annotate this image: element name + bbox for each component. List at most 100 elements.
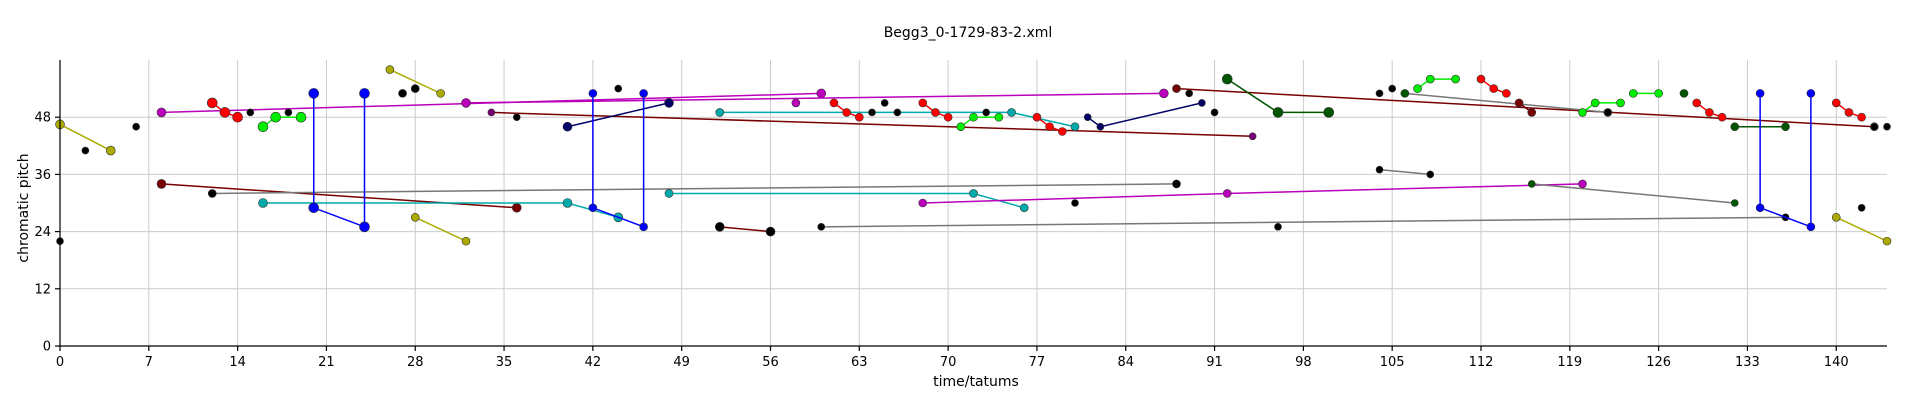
data-point: [1451, 74, 1460, 84]
series-45: [1476, 74, 1511, 98]
series-9: [257, 111, 307, 133]
series-line: [592, 93, 645, 228]
x-tick-label: 70: [940, 355, 957, 370]
series-40: [1274, 223, 1282, 231]
data-point: [156, 179, 167, 189]
y-tick-label: 24: [34, 225, 51, 240]
series-layer: [55, 65, 1892, 246]
data-point: [1172, 179, 1181, 189]
series-line: [567, 102, 670, 128]
y-tick-label: 12: [34, 282, 51, 297]
x-tick-label: 133: [1735, 355, 1760, 370]
data-point: [1045, 122, 1054, 132]
data-point: [232, 111, 243, 123]
data-point: [219, 107, 231, 118]
series-line: [922, 183, 1583, 204]
data-point: [714, 222, 725, 232]
y-tick-label: 0: [43, 340, 51, 355]
data-point: [588, 89, 598, 98]
data-point: [1502, 89, 1511, 98]
data-point: [308, 88, 320, 99]
x-tick-label: 35: [496, 355, 513, 370]
x-tick-label: 63: [851, 355, 868, 370]
series-line: [960, 116, 999, 128]
data-point: [664, 189, 674, 198]
x-tick-label: 21: [318, 355, 335, 370]
series-48: [1578, 98, 1625, 117]
series-57: [1831, 98, 1866, 122]
series-line: [1417, 78, 1456, 90]
x-tick-label: 91: [1206, 355, 1223, 370]
series-32: [918, 179, 1587, 208]
data-point: [855, 112, 864, 122]
series-line: [465, 92, 1164, 104]
series-14: [398, 84, 420, 98]
data-point: [817, 223, 826, 231]
data-point: [1692, 98, 1701, 108]
series-line: [1087, 102, 1203, 128]
series-21: [614, 84, 623, 93]
series-52: [1692, 98, 1727, 122]
data-point: [1806, 89, 1816, 98]
data-point: [1221, 73, 1233, 85]
data-point: [1514, 98, 1524, 108]
data-point: [1323, 107, 1335, 118]
data-point: [956, 122, 966, 132]
data-point: [410, 213, 420, 222]
data-point: [1857, 203, 1866, 212]
data-point: [206, 97, 218, 109]
data-point: [359, 221, 370, 233]
series-line: [389, 68, 441, 95]
data-point: [436, 89, 445, 98]
data-point: [207, 189, 217, 198]
y-axis-title: chromatic pitch: [16, 153, 32, 262]
data-point: [246, 108, 255, 117]
data-point: [639, 222, 648, 232]
data-point: [1781, 122, 1790, 132]
data-point: [918, 198, 928, 208]
data-point: [918, 98, 928, 108]
data-point: [1222, 189, 1232, 198]
data-point: [664, 98, 674, 108]
series-47: [1527, 180, 1739, 207]
data-point: [511, 202, 522, 213]
data-point: [639, 89, 648, 98]
x-tick-label: 126: [1646, 355, 1671, 370]
x-tick-label: 105: [1380, 355, 1405, 370]
data-point: [1717, 112, 1727, 122]
data-point: [1272, 107, 1284, 118]
data-point: [1730, 199, 1739, 207]
data-point: [1083, 113, 1092, 121]
series-line: [161, 183, 517, 209]
data-point: [816, 88, 827, 99]
y-tick-label: 36: [34, 168, 51, 183]
data-point: [410, 84, 420, 93]
data-point: [1628, 89, 1638, 98]
data-point: [487, 108, 496, 117]
series-13: [385, 65, 445, 98]
series-26: [829, 98, 864, 122]
data-point: [1425, 74, 1435, 84]
data-point: [1248, 132, 1257, 141]
series-41: [1375, 165, 1435, 179]
data-point: [1679, 89, 1689, 98]
series-line: [1759, 93, 1812, 228]
data-point: [257, 121, 269, 133]
series-line: [1404, 92, 1608, 114]
data-point: [1032, 112, 1042, 122]
y-tick-label: 48: [34, 111, 51, 126]
data-point: [1857, 112, 1866, 122]
data-point: [1755, 89, 1765, 98]
series-17: [487, 108, 1257, 141]
x-tick-label: 56: [762, 355, 779, 370]
series-33: [1032, 112, 1067, 136]
data-point: [614, 84, 623, 93]
series-30: [956, 112, 1004, 132]
data-point: [868, 108, 876, 117]
x-tick-label: 84: [1117, 355, 1134, 370]
data-point: [1274, 223, 1282, 231]
series-29: [918, 98, 953, 122]
data-point: [105, 145, 116, 156]
x-tick-label: 119: [1557, 355, 1582, 370]
data-point: [308, 202, 320, 214]
